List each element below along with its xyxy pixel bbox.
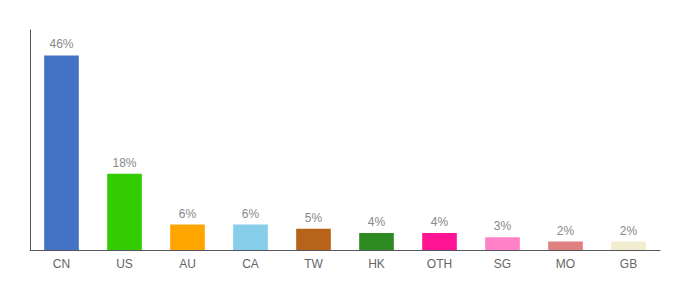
svg-text:2%: 2% xyxy=(557,224,575,238)
svg-text:CA: CA xyxy=(242,257,259,271)
svg-text:4%: 4% xyxy=(368,215,386,229)
svg-text:SG: SG xyxy=(494,257,511,271)
svg-text:4%: 4% xyxy=(431,215,449,229)
svg-text:3%: 3% xyxy=(494,219,512,233)
svg-text:GB: GB xyxy=(620,257,637,271)
svg-text:5%: 5% xyxy=(305,211,323,225)
svg-text:6%: 6% xyxy=(179,207,197,221)
svg-text:HK: HK xyxy=(368,257,385,271)
svg-text:18%: 18% xyxy=(112,156,136,170)
svg-text:MO: MO xyxy=(556,257,575,271)
svg-text:AU: AU xyxy=(179,257,196,271)
svg-text:OTH: OTH xyxy=(427,257,452,271)
svg-text:6%: 6% xyxy=(242,207,260,221)
svg-text:CN: CN xyxy=(53,257,70,271)
svg-text:TW: TW xyxy=(304,257,323,271)
svg-text:46%: 46% xyxy=(49,37,73,51)
svg-text:US: US xyxy=(116,257,133,271)
svg-text:2%: 2% xyxy=(620,224,638,238)
